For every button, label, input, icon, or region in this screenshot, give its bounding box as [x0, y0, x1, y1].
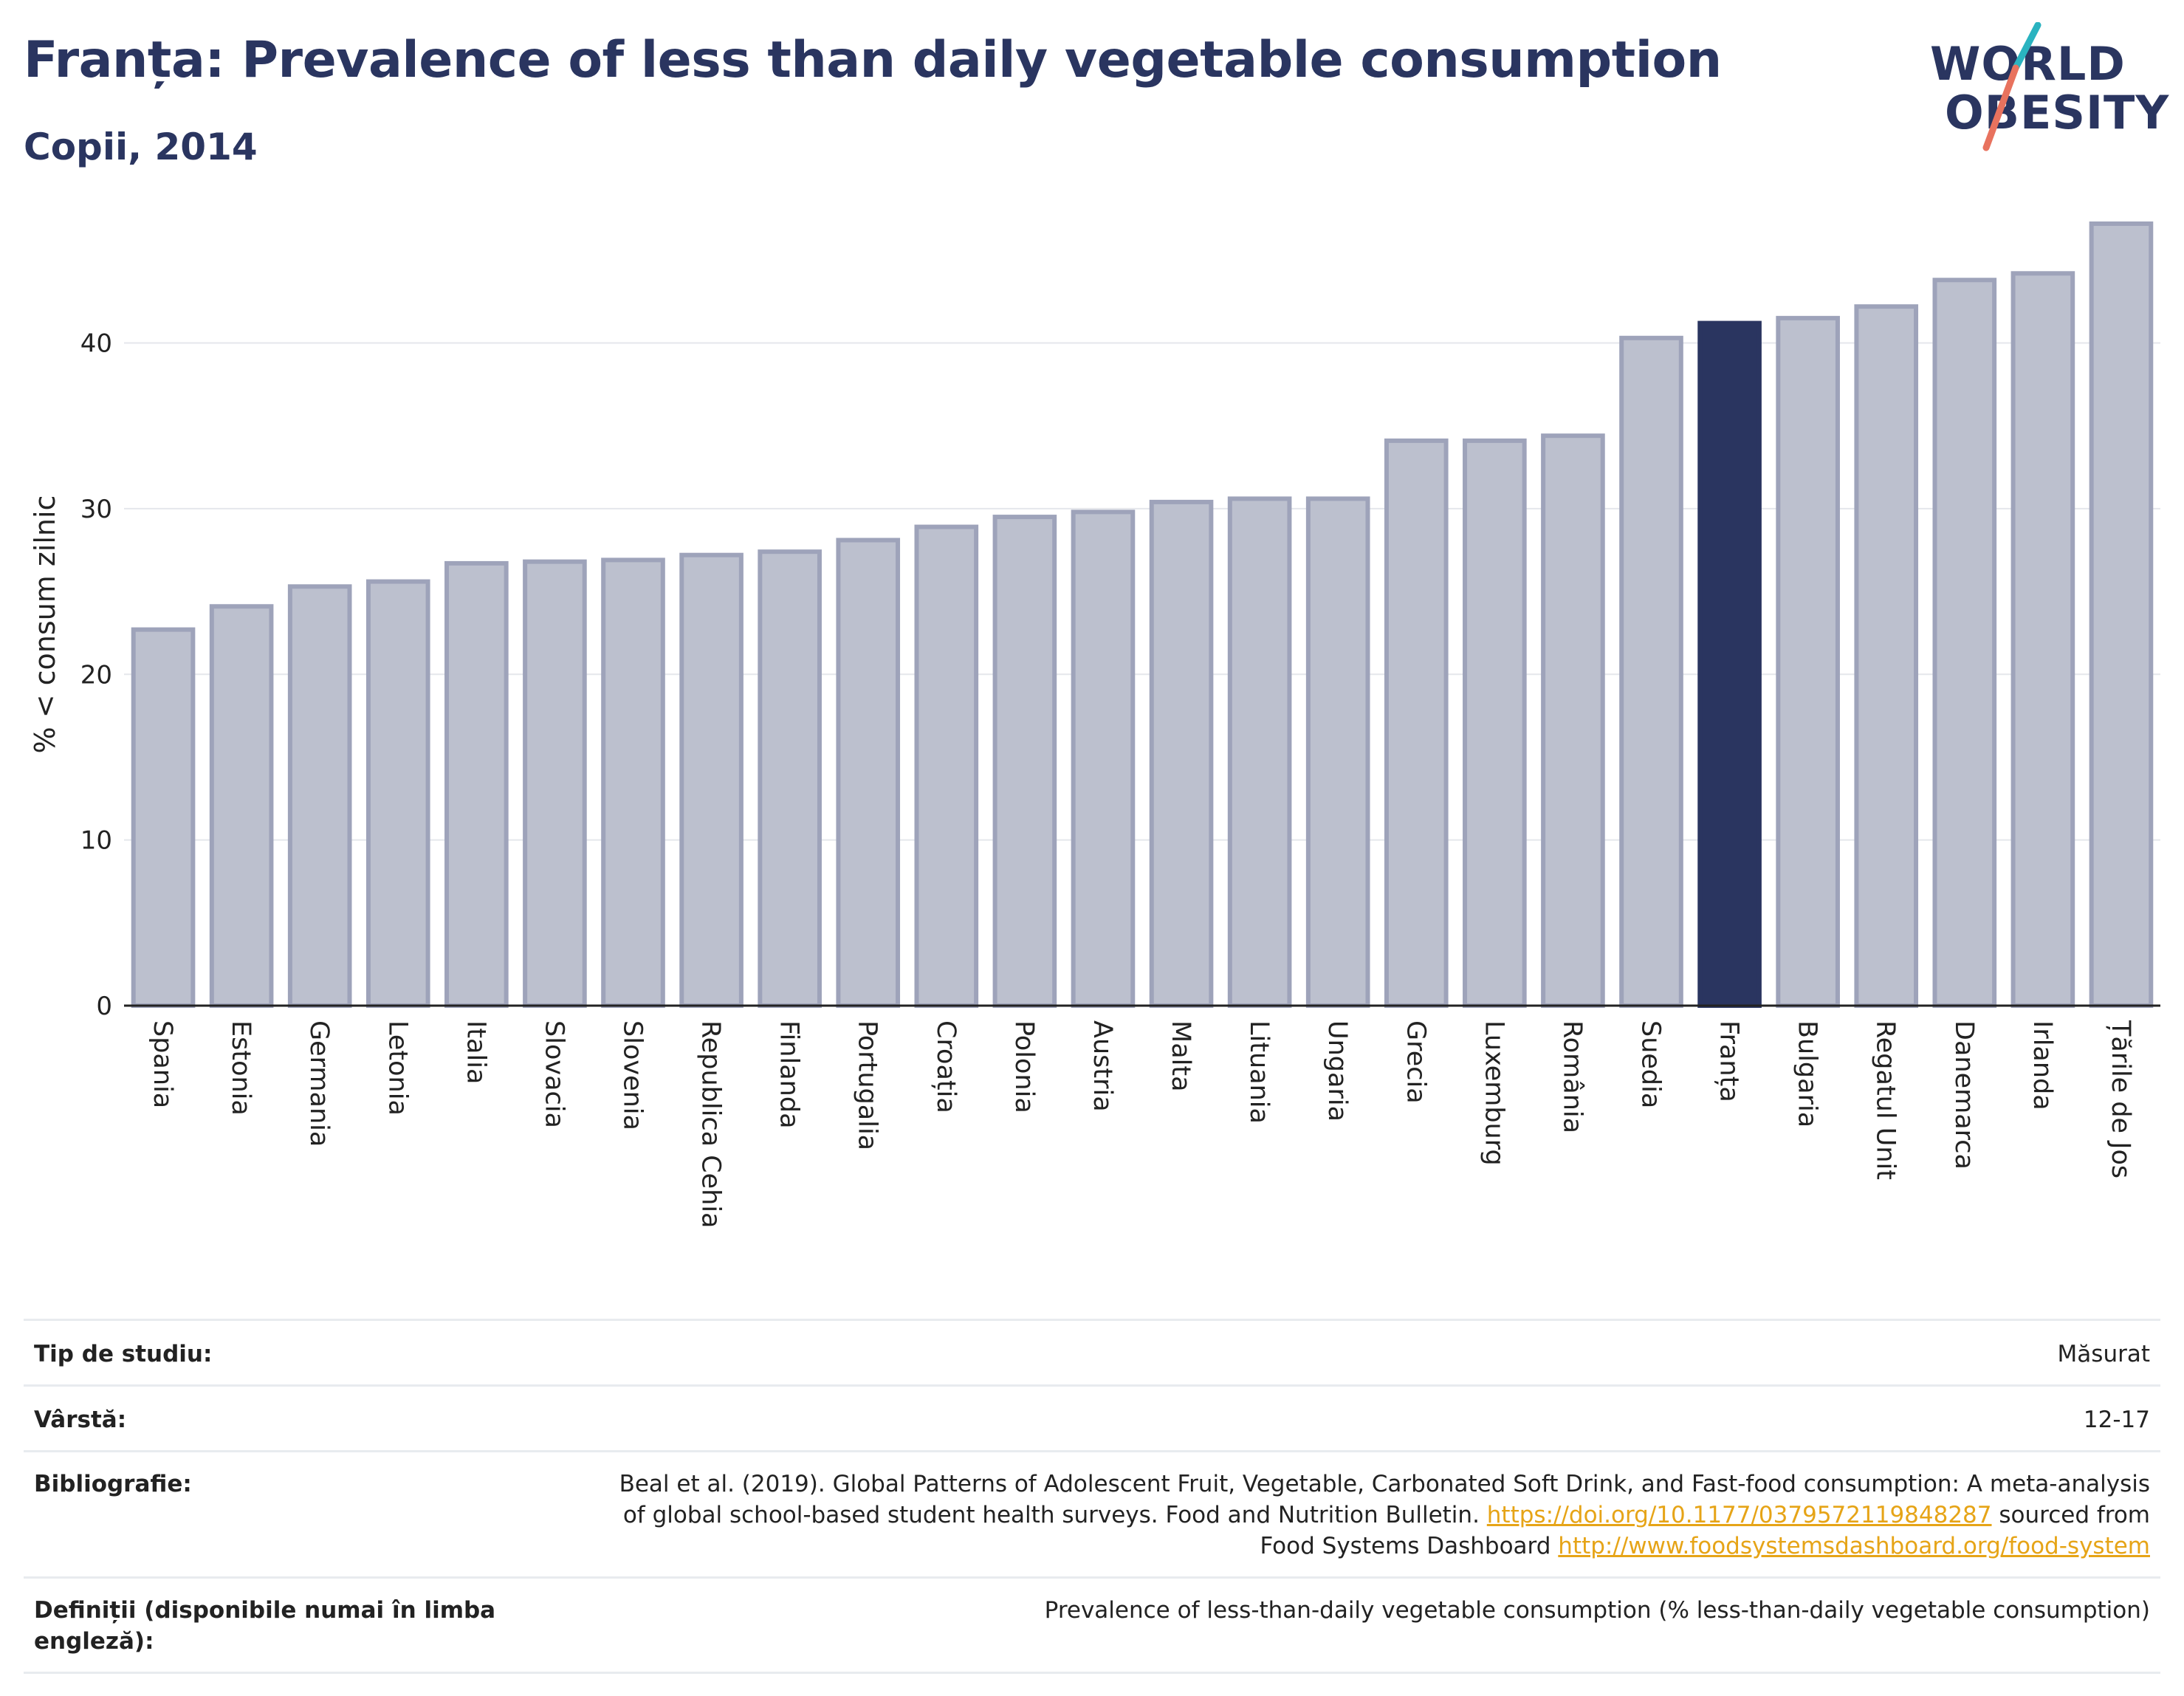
bar-suedia	[1619, 335, 1683, 1009]
bar-austria	[1071, 509, 1136, 1008]
food-systems-link[interactable]: http://www.foodsystemsdashboard.org/food…	[1558, 1533, 2150, 1559]
x-tick-label: Suedia	[1636, 1020, 1666, 1108]
y-tick-label: 0	[96, 992, 112, 1021]
bar-regatul-unit	[1854, 304, 1919, 1008]
bar-letonia	[365, 579, 430, 1008]
world-obesity-logo: WORLD OBESITY	[1927, 22, 2171, 155]
bar-lituania	[1227, 496, 1292, 1009]
x-tick-label: Regatul Unit	[1871, 1020, 1900, 1180]
bar-bulgaria	[1776, 315, 1840, 1008]
x-tick-label: Republica Cehia	[696, 1020, 726, 1229]
x-tick-label: Italia	[461, 1020, 490, 1084]
bar-republica-cehia	[679, 552, 744, 1008]
doi-link[interactable]: https://doi.org/10.1177/0379572119848287	[1486, 1502, 1992, 1528]
bibliography-line3: Food Systems Dashboard http://www.foodsy…	[492, 1531, 2150, 1562]
x-tick-label: Luxemburg	[1479, 1020, 1508, 1166]
x-tick-label: Țările de Jos	[2106, 1020, 2135, 1178]
info-label-age: Vârstă:	[34, 1407, 127, 1433]
bar-malta	[1149, 499, 1214, 1008]
y-axis-label: % < consum zilnic	[29, 495, 61, 754]
info-row-study-type: Tip de studiu: Măsurat	[24, 1319, 2160, 1384]
info-value-age: 12-17	[2083, 1407, 2150, 1433]
info-value-bibliography: Beal et al. (2019). Global Patterns of A…	[492, 1469, 2160, 1562]
info-row-definitions: Definiții (disponibile numai în limba en…	[24, 1576, 2160, 1674]
bibliography-line2: of global school-based student health su…	[492, 1500, 2150, 1531]
x-tick-label: Finlanda	[775, 1020, 804, 1129]
x-tick-label: Portugalia	[853, 1020, 882, 1150]
info-label-definitions: Definiții (disponibile numai în limba en…	[34, 1597, 496, 1655]
bar-țările-de-jos	[2089, 221, 2154, 1009]
bibliography-line2-tail: sourced from	[1999, 1502, 2150, 1528]
x-tick-label: Ungaria	[1322, 1020, 1352, 1122]
bar-polonia	[992, 515, 1057, 1008]
info-value-definitions: Prevalence of less-than-daily vegetable …	[1044, 1597, 2150, 1624]
bar-croația	[914, 524, 979, 1008]
info-value-study-type: Măsurat	[2057, 1341, 2150, 1367]
bar-irlanda	[2010, 271, 2075, 1008]
x-tick-label: Slovacia	[539, 1020, 569, 1128]
bar-portugalia	[836, 538, 901, 1009]
x-tick-label: România	[1557, 1020, 1587, 1133]
x-tick-label: Irlanda	[2027, 1020, 2057, 1110]
bibliography-line2-text: of global school-based student health su…	[622, 1502, 1480, 1528]
page-title: Franța: Prevalence of less than daily ve…	[24, 31, 1722, 89]
bar-finlanda	[758, 549, 822, 1008]
bibliography-line3-text: Food Systems Dashboard	[1260, 1533, 1551, 1559]
x-tick-label: Germania	[304, 1020, 334, 1147]
bibliography-line1: Beal et al. (2019). Global Patterns of A…	[619, 1471, 2150, 1497]
page-subtitle: Copii, 2014	[24, 126, 258, 168]
info-table: Tip de studiu: Măsurat Vârstă: 12-17 Bib…	[24, 1319, 2160, 1674]
bar-franța	[1697, 320, 1762, 1008]
bar-spania	[131, 627, 196, 1008]
x-tick-label: Slovenia	[618, 1020, 648, 1130]
bar-chart: 0 10 20 30 40 % < consum zilnic Spania Estonia G…	[29, 221, 2160, 1229]
bar-grecia	[1384, 438, 1449, 1009]
y-tick-label: 20	[80, 660, 112, 690]
bar-slovacia	[523, 559, 587, 1008]
x-tick-label: Franța	[1714, 1020, 1744, 1102]
x-tick-label: Estonia	[226, 1020, 255, 1116]
bar-italia	[444, 560, 509, 1008]
info-label-bibliography: Bibliografie:	[34, 1471, 192, 1497]
y-tick-label: 30	[80, 495, 112, 524]
bar-germania	[287, 584, 352, 1008]
x-tick-label: Bulgaria	[1793, 1020, 1822, 1127]
info-row-age: Vârstă: 12-17	[24, 1384, 2160, 1450]
x-tick-label: Malta	[1166, 1020, 1195, 1092]
x-tick-label: Lituania	[1244, 1020, 1274, 1124]
x-tick-label: Austria	[1088, 1020, 1117, 1112]
bar-ungaria	[1305, 496, 1370, 1009]
logo-text-line2: OBESITY	[1945, 86, 2170, 140]
x-tick-label: Letonia	[382, 1020, 412, 1116]
x-tick-label: Spania	[148, 1020, 177, 1108]
x-tick-label: Danemarca	[1949, 1020, 1979, 1170]
bar-luxemburg	[1463, 438, 1527, 1009]
x-tick-label: Polonia	[1009, 1020, 1039, 1113]
y-tick-label: 40	[80, 329, 112, 359]
info-label-study-type: Tip de studiu:	[34, 1341, 213, 1367]
bar-estonia	[209, 604, 274, 1008]
bar-românia	[1541, 433, 1605, 1008]
x-tick-label: Grecia	[1401, 1020, 1430, 1104]
y-tick-label: 10	[80, 826, 112, 856]
logo-slash-icon	[1982, 22, 2042, 151]
info-row-bibliography: Bibliografie: Beal et al. (2019). Global…	[24, 1450, 2160, 1576]
x-tick-label: Croația	[931, 1020, 961, 1113]
bar-slovenia	[601, 557, 665, 1008]
bar-danemarca	[1932, 278, 1997, 1009]
